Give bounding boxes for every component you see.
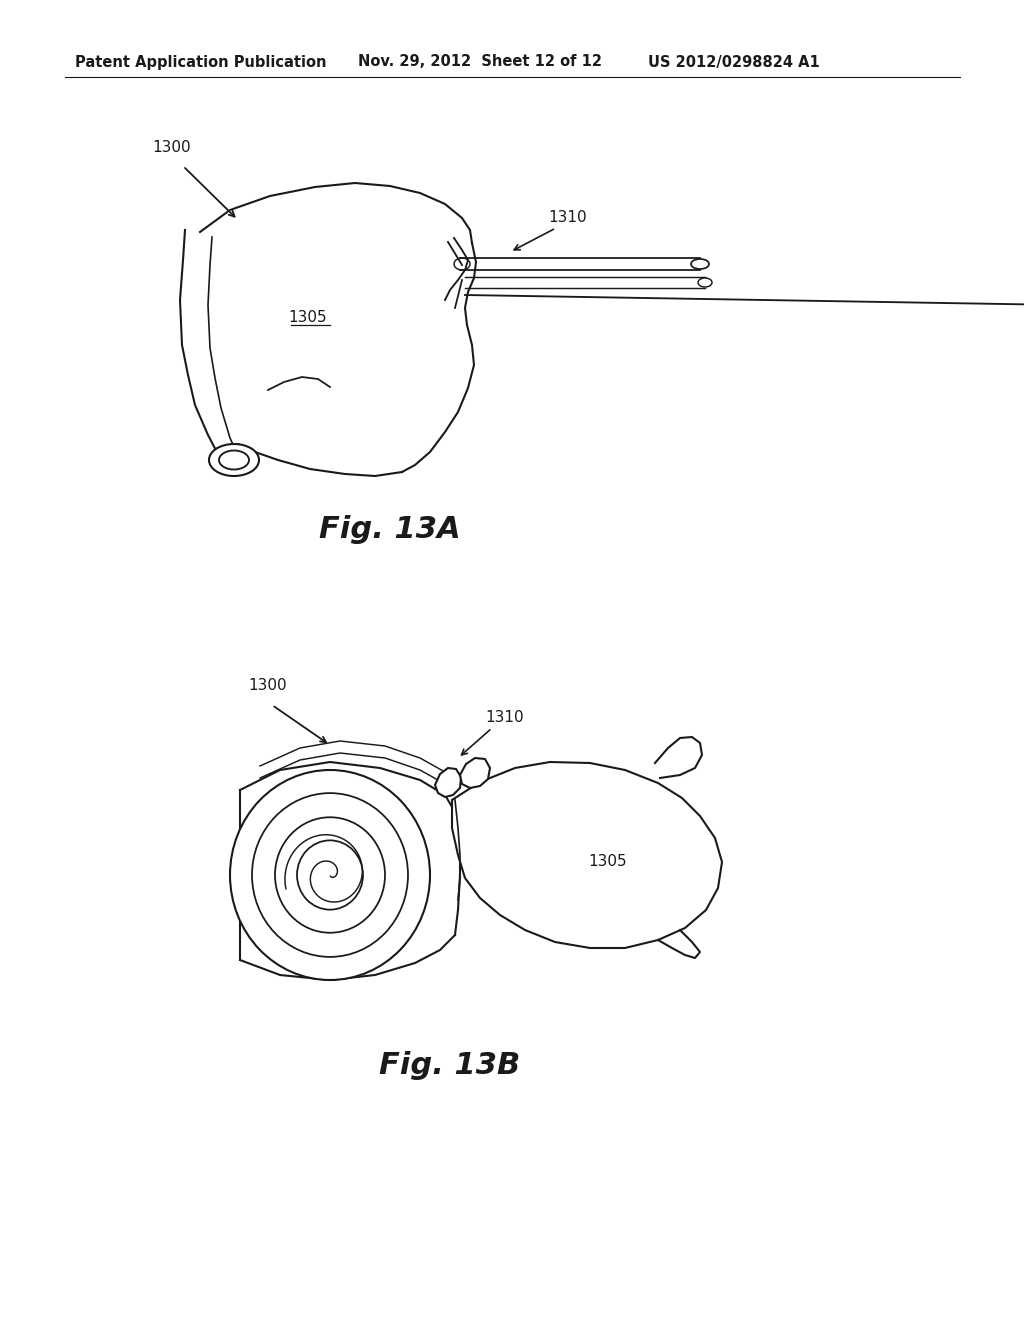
Ellipse shape <box>691 259 709 269</box>
Text: 1310: 1310 <box>485 710 523 726</box>
Text: US 2012/0298824 A1: US 2012/0298824 A1 <box>648 54 820 70</box>
Text: Patent Application Publication: Patent Application Publication <box>75 54 327 70</box>
Ellipse shape <box>698 279 712 286</box>
Text: 1310: 1310 <box>548 210 587 226</box>
Text: 1305: 1305 <box>589 854 628 870</box>
Ellipse shape <box>230 770 430 979</box>
Text: Fig. 13A: Fig. 13A <box>319 516 461 544</box>
Polygon shape <box>452 762 722 948</box>
Text: 1300: 1300 <box>248 677 287 693</box>
Text: 1305: 1305 <box>289 310 328 326</box>
Text: Fig. 13B: Fig. 13B <box>379 1051 520 1080</box>
Polygon shape <box>460 758 490 788</box>
Text: Nov. 29, 2012  Sheet 12 of 12: Nov. 29, 2012 Sheet 12 of 12 <box>358 54 602 70</box>
Polygon shape <box>435 768 461 797</box>
Text: 1300: 1300 <box>152 140 190 156</box>
Ellipse shape <box>209 444 259 477</box>
